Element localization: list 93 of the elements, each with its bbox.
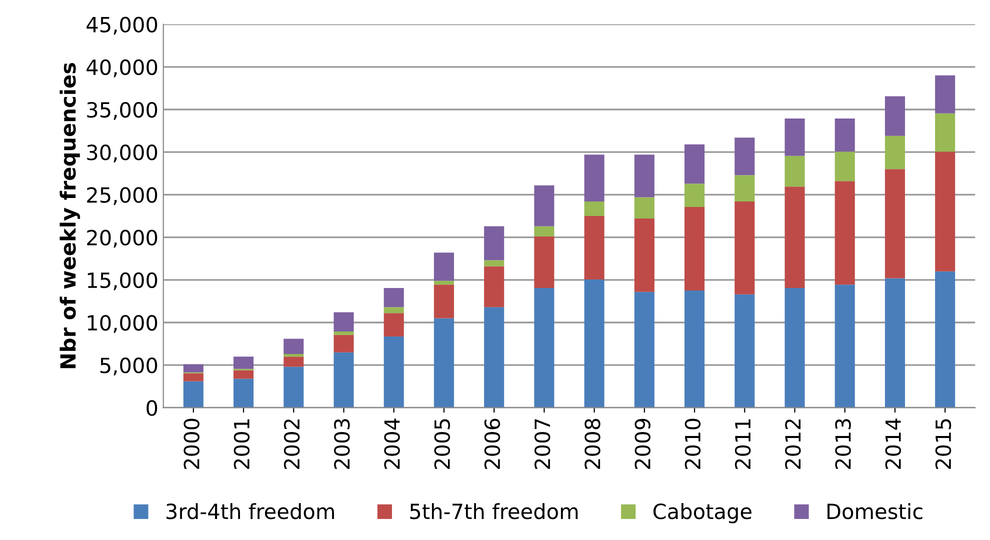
bar xyxy=(734,202,755,294)
bar xyxy=(234,356,254,369)
x-tick-label: 2014 xyxy=(885,418,902,469)
legend-label: Domestic xyxy=(828,503,922,520)
x-tick-label: 2010 xyxy=(684,418,701,469)
bar xyxy=(334,334,354,352)
bar xyxy=(784,156,805,187)
bar xyxy=(534,288,554,408)
bar xyxy=(284,366,304,408)
x-tick-label: 2000 xyxy=(184,418,200,469)
bar xyxy=(234,378,254,408)
x-tick-label: 2003 xyxy=(334,419,350,469)
x-tick-label: 2011 xyxy=(734,419,751,469)
bar xyxy=(784,186,805,288)
bar xyxy=(634,292,654,408)
bar xyxy=(183,381,204,408)
bar xyxy=(484,260,504,266)
bar xyxy=(584,279,604,408)
bar xyxy=(834,284,855,408)
bar xyxy=(684,184,705,208)
bar xyxy=(634,154,654,198)
bar xyxy=(484,226,504,260)
y-tick-label: 25,000 xyxy=(87,187,158,206)
y-tick-label: 35,000 xyxy=(87,102,158,120)
bar xyxy=(784,288,805,408)
x-tick-label: 2006 xyxy=(484,418,500,469)
bar xyxy=(183,364,204,372)
bar xyxy=(834,118,855,152)
x-tick-label: 2008 xyxy=(584,418,600,469)
bar xyxy=(935,113,956,152)
bar xyxy=(634,197,654,219)
x-tick-label: 2015 xyxy=(935,419,952,469)
bar xyxy=(935,152,956,272)
x-tick-label: 2002 xyxy=(284,420,300,469)
bar xyxy=(684,207,705,291)
y-tick-label: 40,000 xyxy=(86,59,158,78)
y-tick-label: 15,000 xyxy=(88,272,158,290)
bar xyxy=(534,236,554,288)
bar xyxy=(734,138,755,176)
legend-label: Cabotage xyxy=(653,503,752,524)
y-tick-label: 0 xyxy=(146,400,158,416)
y-tick-label: 30,000 xyxy=(87,144,158,162)
y-axis-title: Nbr of weekly frequencies xyxy=(60,62,80,368)
x-tick-label: 2001 xyxy=(234,419,250,469)
y-tick-label: 5,000 xyxy=(100,358,158,376)
legend-label: 3rd-4th freedom xyxy=(166,503,334,520)
bar xyxy=(584,202,604,216)
y-tick-label: 10,000 xyxy=(88,314,158,333)
bar xyxy=(183,373,204,382)
x-tick-label: 2009 xyxy=(634,418,650,469)
x-tick-label: 2007 xyxy=(534,419,550,469)
x-tick-label: 2012 xyxy=(785,420,801,469)
bar xyxy=(584,154,604,202)
bar xyxy=(884,96,905,136)
bar xyxy=(284,354,304,357)
bar xyxy=(734,175,755,202)
bar xyxy=(884,278,905,408)
bar xyxy=(834,181,855,285)
bar xyxy=(534,185,554,226)
bar xyxy=(434,318,454,408)
bar xyxy=(734,294,755,408)
bar xyxy=(334,331,354,335)
bar xyxy=(284,338,304,354)
bar xyxy=(634,218,654,292)
y-tick-label: 45,000 xyxy=(86,16,158,35)
bar xyxy=(234,370,254,379)
bar xyxy=(834,152,855,182)
bar xyxy=(935,75,956,114)
y-tick-label: 20,000 xyxy=(87,230,158,248)
bar xyxy=(784,118,805,156)
bar xyxy=(384,313,404,337)
bar xyxy=(384,307,404,314)
bar xyxy=(334,352,354,408)
bar xyxy=(584,216,604,280)
x-tick-label: 2005 xyxy=(434,419,450,469)
bar xyxy=(434,252,454,281)
bar xyxy=(384,336,404,408)
bar xyxy=(684,144,705,184)
bar xyxy=(534,226,554,236)
bar xyxy=(434,280,454,285)
legend-label: 5th-7th freedom xyxy=(410,503,578,520)
bar xyxy=(384,288,404,308)
bar xyxy=(484,307,504,408)
bar xyxy=(935,271,956,408)
bar xyxy=(684,290,705,408)
bar xyxy=(434,284,454,318)
bar xyxy=(334,312,354,332)
bar xyxy=(284,356,304,367)
bar xyxy=(884,169,905,278)
bar xyxy=(884,136,905,170)
x-tick-label: 2004 xyxy=(384,418,400,469)
x-tick-label: 2013 xyxy=(835,419,851,469)
bar xyxy=(484,266,504,308)
